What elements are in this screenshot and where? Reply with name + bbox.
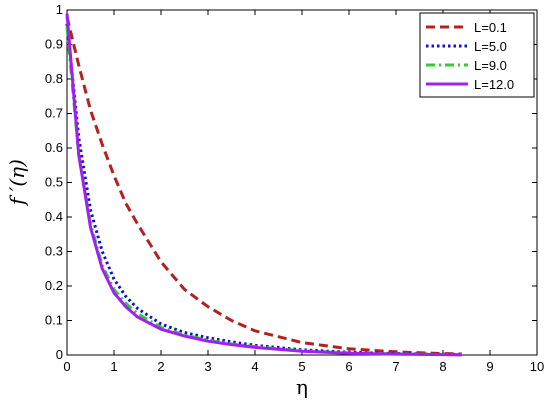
series-line-1 — [65, 16, 462, 356]
legend-label-3: L=9.0 — [474, 58, 507, 73]
axis-ticks: 0 1 2 3 4 5 6 7 8 9 10 0 0.1 0.2 0.3 0.4 0.5 0.6 0.7 0.8 0.9… — [45, 2, 544, 374]
y-tick-label: 0.1 — [45, 313, 63, 328]
y-tick-label: 0.3 — [45, 244, 63, 259]
series-lines — [65, 13, 462, 357]
x-tick-label: 0 — [63, 359, 70, 374]
series-line-2 — [65, 23, 462, 357]
legend: L=0.1 L=5.0 L=9.0 L=12.0 — [419, 12, 535, 98]
legend-label-2: L=5.0 — [474, 39, 507, 54]
y-axis-title: f ′(η) — [5, 159, 29, 207]
x-tick-label: 5 — [298, 359, 305, 374]
y-tick-label: 1 — [56, 2, 63, 17]
y-tick-label: 0.2 — [45, 278, 63, 293]
x-tick-label: 2 — [157, 359, 164, 374]
y-tick-label: 0.8 — [45, 71, 63, 86]
x-tick-label: 6 — [345, 359, 352, 374]
y-tick-label: 0.7 — [45, 106, 63, 121]
x-tick-label: 4 — [251, 359, 258, 374]
x-tick-label: 10 — [530, 359, 544, 374]
y-tick-label: 0.6 — [45, 140, 63, 155]
x-axis-title: η — [296, 375, 308, 399]
x-tick-label: 9 — [486, 359, 493, 374]
y-tick-label: 0.4 — [45, 209, 63, 224]
x-tick-label: 1 — [110, 359, 117, 374]
x-tick-label: 3 — [204, 359, 211, 374]
x-tick-label: 8 — [439, 359, 446, 374]
y-tick-label: 0.9 — [45, 37, 63, 52]
x-tick-label: 7 — [392, 359, 399, 374]
y-tick-label: 0.5 — [45, 175, 63, 190]
series-line-4 — [65, 13, 462, 357]
legend-label-1: L=0.1 — [474, 20, 507, 35]
legend-label-4: L=12.0 — [474, 77, 514, 92]
y-tick-label: 0 — [56, 347, 63, 362]
